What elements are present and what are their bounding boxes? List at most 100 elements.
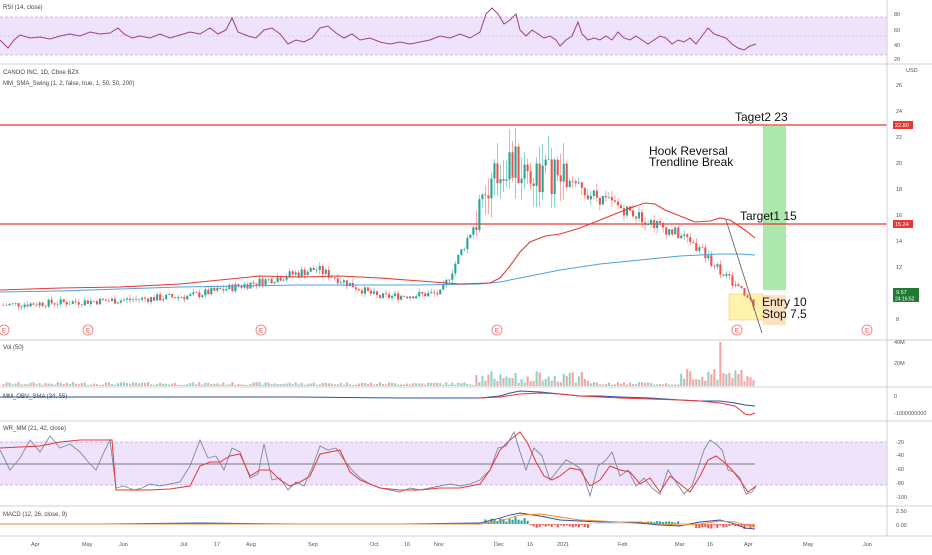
- candle-body: [159, 294, 161, 300]
- earnings-marker[interactable]: E: [0, 325, 9, 335]
- macd-hist-bar: [725, 524, 727, 527]
- time-label: May: [803, 542, 814, 548]
- volume-bar: [608, 383, 610, 386]
- volume-bar: [168, 385, 170, 386]
- candle-body: [81, 305, 83, 306]
- volume-bar: [111, 384, 113, 386]
- candle-body: [274, 282, 276, 283]
- obv-tick: -1000000000: [894, 411, 926, 417]
- volume-bar: [740, 370, 742, 386]
- price-pane: CANOO INC, 1D, Cboe BZX MM_SMA_Swing (1,…: [0, 68, 919, 335]
- candle-body: [150, 297, 152, 302]
- volume-bar: [722, 373, 724, 386]
- candle-body: [689, 237, 691, 242]
- volume-bar: [451, 383, 453, 386]
- candle-body: [563, 164, 565, 182]
- indicator-title: MM_SMA_Swing (1, 2, false, true, 1, 50, …: [3, 81, 134, 87]
- candle-body: [698, 247, 700, 251]
- candle-body: [493, 163, 495, 178]
- macd-hist-bar: [569, 524, 571, 526]
- candle-body: [511, 152, 513, 178]
- candle-body: [430, 292, 432, 293]
- candle-body: [442, 285, 444, 290]
- volume-bar: [545, 379, 547, 386]
- volume-bar: [84, 383, 86, 386]
- candle-body: [147, 299, 149, 302]
- volume-bar: [144, 383, 146, 386]
- candle-body: [590, 196, 592, 200]
- macd-hist-bar: [508, 519, 510, 524]
- volume-bar: [551, 381, 553, 386]
- volume-bar: [234, 385, 236, 386]
- candle-body: [620, 205, 622, 208]
- volume-bar: [201, 385, 203, 386]
- price-tick: 20: [896, 161, 902, 167]
- volume-bar: [328, 383, 330, 386]
- candle-body: [105, 300, 107, 301]
- wr-tick: -100: [896, 495, 907, 501]
- candle-body: [466, 238, 468, 249]
- volume-bar: [66, 383, 68, 386]
- rsi-tick: 60: [894, 28, 900, 34]
- earnings-marker[interactable]: E: [492, 325, 502, 335]
- time-label: Apr: [744, 542, 753, 548]
- volume-bar: [186, 384, 188, 386]
- candle-body: [394, 294, 396, 296]
- candle-body: [638, 212, 640, 218]
- candle-body: [475, 227, 477, 230]
- earnings-marker[interactable]: E: [83, 325, 93, 335]
- macd-hist-bar: [674, 523, 676, 524]
- wr-band: [0, 442, 887, 485]
- volume-bar: [243, 385, 245, 386]
- volume-bar: [72, 382, 74, 386]
- macd-hist-bar: [530, 524, 532, 525]
- volume-bar: [114, 385, 116, 386]
- candle-body: [412, 296, 414, 298]
- candle-body: [623, 208, 625, 215]
- candle-body: [725, 274, 727, 276]
- candle-body: [183, 297, 185, 299]
- candle-body: [322, 266, 324, 274]
- volume-bar: [280, 384, 282, 386]
- volume-bar: [361, 383, 363, 386]
- time-label: Sep: [308, 542, 318, 548]
- volume-bar: [283, 384, 285, 386]
- volume-bar: [42, 385, 44, 386]
- volume-bar: [261, 385, 263, 386]
- volume-bar: [120, 382, 122, 386]
- volume-bar: [596, 382, 598, 386]
- earnings-marker[interactable]: E: [862, 325, 872, 335]
- volume-bar: [376, 384, 378, 386]
- volume-bar: [370, 383, 372, 386]
- earnings-marker[interactable]: E: [256, 325, 266, 335]
- candle-body: [439, 290, 441, 295]
- volume-bar: [325, 383, 327, 386]
- volume-bar: [14, 384, 16, 386]
- volume-bar: [662, 384, 664, 386]
- candle-body: [186, 296, 188, 299]
- macd-hist-bar: [677, 521, 679, 524]
- time-label: 16: [527, 542, 533, 548]
- candle-body: [605, 196, 607, 197]
- volume-bar: [433, 383, 435, 386]
- candle-body: [400, 296, 402, 300]
- candle-body: [93, 301, 95, 302]
- volume-bar: [216, 383, 218, 386]
- volume-bar: [183, 385, 185, 386]
- time-label: Mar: [675, 542, 685, 548]
- candle-body: [277, 277, 279, 282]
- candle-body: [614, 200, 616, 201]
- candle-body: [418, 292, 420, 296]
- candle-body: [271, 279, 273, 283]
- candle-body: [298, 272, 300, 276]
- candle-body: [617, 202, 619, 206]
- candle-body: [728, 274, 730, 275]
- candle-body: [283, 280, 285, 281]
- candle-body: [174, 297, 176, 298]
- earnings-marker[interactable]: E: [732, 325, 742, 335]
- volume-bar: [177, 385, 179, 386]
- vol-title: Vol (50): [3, 345, 24, 351]
- volume-bar: [81, 383, 83, 386]
- svg-text:E: E: [86, 329, 90, 335]
